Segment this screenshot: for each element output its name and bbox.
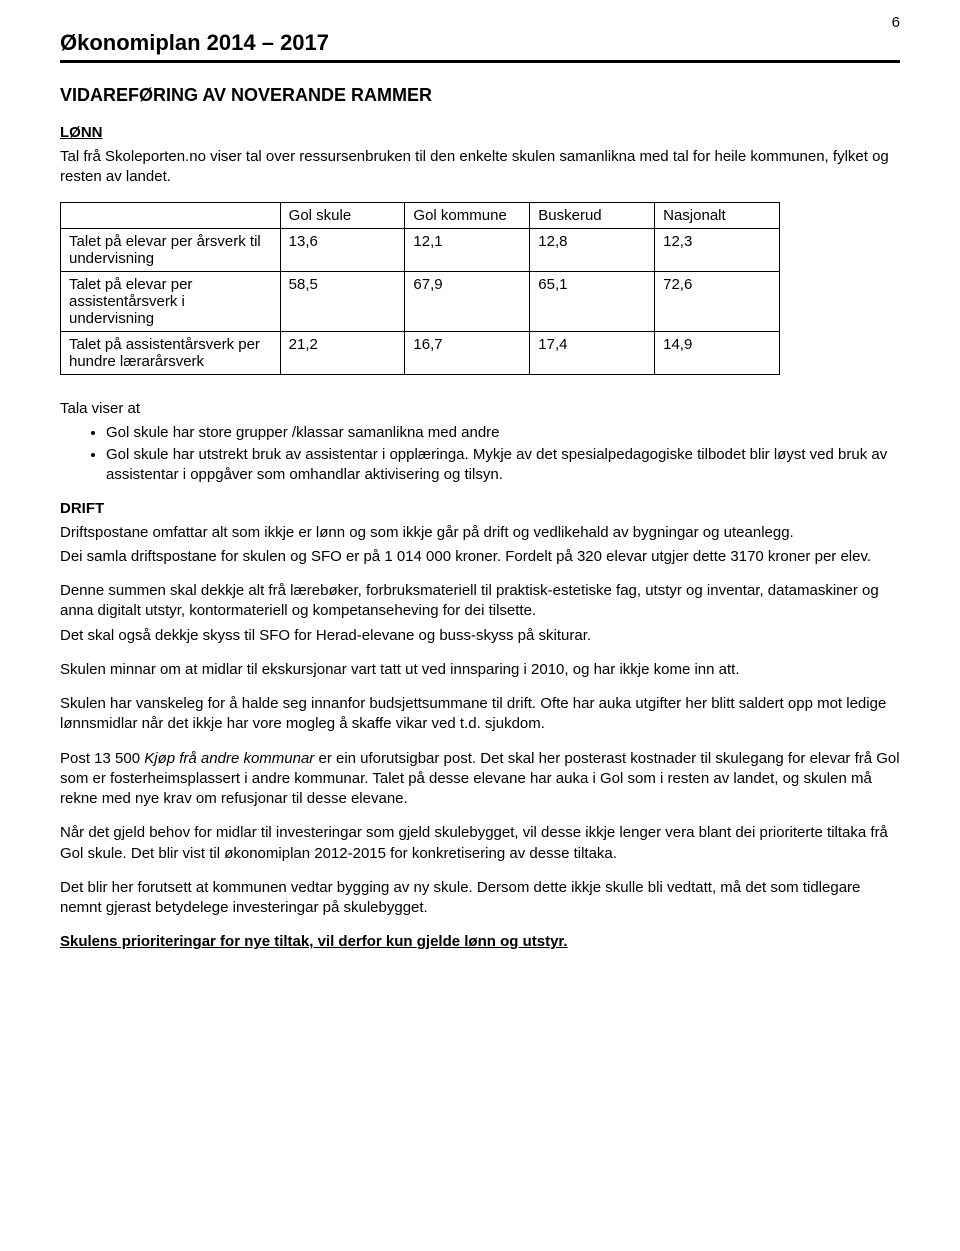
table-row: Talet på elevar per assistentårsverk i u… <box>61 271 780 331</box>
list-item: Gol skule har utstrekt bruk av assistent… <box>106 445 900 486</box>
table-cell: 13,6 <box>280 228 405 271</box>
tala-heading: Tala viser at <box>60 399 900 419</box>
paragraph: Skulen har vanskeleg for å halde seg inn… <box>60 694 900 735</box>
table-cell: 17,4 <box>530 331 655 374</box>
bullet-list: Gol skule har store grupper /klassar sam… <box>60 423 900 486</box>
table-header-cell: Buskerud <box>530 202 655 228</box>
table-header-row: Gol skule Gol kommune Buskerud Nasjonalt <box>61 202 780 228</box>
table-cell: Talet på elevar per årsverk til undervis… <box>61 228 281 271</box>
table-header-cell: Gol kommune <box>405 202 530 228</box>
table-cell: Talet på elevar per assistentårsverk i u… <box>61 271 281 331</box>
paragraph: Dei samla driftspostane for skulen og SF… <box>60 547 900 567</box>
paragraph: Denne summen skal dekkje alt frå lærebøk… <box>60 581 900 622</box>
table-cell: 72,6 <box>655 271 780 331</box>
table-cell: 65,1 <box>530 271 655 331</box>
paragraph: Det blir her forutsett at kommunen vedta… <box>60 878 900 919</box>
table-cell: 21,2 <box>280 331 405 374</box>
section-heading: VIDAREFØRING AV NOVERANDE RAMMER <box>60 85 900 106</box>
priority-paragraph: Skulens prioriteringar for nye tiltak, v… <box>60 932 900 952</box>
intro-paragraph: Tal frå Skoleporten.no viser tal over re… <box>60 147 900 188</box>
table-header-cell: Gol skule <box>280 202 405 228</box>
table-cell: 12,8 <box>530 228 655 271</box>
page-number: 6 <box>892 14 900 31</box>
table-row: Talet på elevar per årsverk til undervis… <box>61 228 780 271</box>
drift-heading: DRIFT <box>60 500 900 517</box>
table-cell: 16,7 <box>405 331 530 374</box>
title-rule <box>60 60 900 63</box>
table-header-cell <box>61 202 281 228</box>
paragraph: Driftspostane omfattar alt som ikkje er … <box>60 523 900 543</box>
lonn-heading: LØNN <box>60 124 900 141</box>
paragraph: Post 13 500 Kjøp frå andre kommunar er e… <box>60 749 900 810</box>
table-row: Talet på assistentårsverk per hundre lær… <box>61 331 780 374</box>
data-table: Gol skule Gol kommune Buskerud Nasjonalt… <box>60 202 780 375</box>
table-cell: 67,9 <box>405 271 530 331</box>
list-item: Gol skule har store grupper /klassar sam… <box>106 423 900 443</box>
paragraph: Når det gjeld behov for midlar til inves… <box>60 823 900 864</box>
paragraph: Det skal også dekkje skyss til SFO for H… <box>60 626 900 646</box>
table-cell: Talet på assistentårsverk per hundre lær… <box>61 331 281 374</box>
table-cell: 58,5 <box>280 271 405 331</box>
italic-text: Kjøp frå andre kommunar <box>144 750 314 767</box>
table-header-cell: Nasjonalt <box>655 202 780 228</box>
page: 6 Økonomiplan 2014 – 2017 VIDAREFØRING A… <box>0 0 960 1251</box>
table-cell: 12,3 <box>655 228 780 271</box>
table-cell: 14,9 <box>655 331 780 374</box>
document-title: Økonomiplan 2014 – 2017 <box>60 30 900 56</box>
text-run: Post 13 500 <box>60 750 144 767</box>
table-cell: 12,1 <box>405 228 530 271</box>
paragraph: Skulen minnar om at midlar til ekskursjo… <box>60 660 900 680</box>
